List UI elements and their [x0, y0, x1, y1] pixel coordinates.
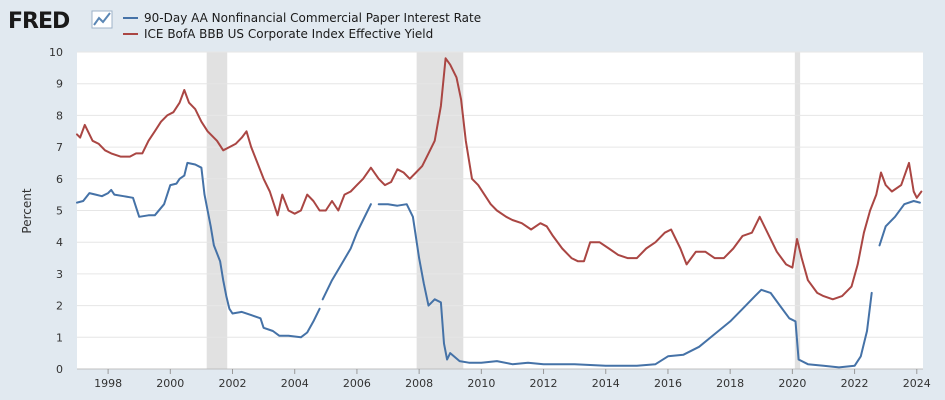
series-layer	[76, 57, 923, 369]
x-tick-label: 2000	[156, 377, 184, 390]
y-tick-label: 9	[56, 78, 63, 91]
x-tick-label: 2002	[219, 377, 247, 390]
x-tick-label: 2010	[467, 377, 495, 390]
x-tick-label: 2018	[716, 377, 744, 390]
y-tick-label: 1	[56, 331, 63, 344]
y-axis-ticks: 0 1 2 3 4 5 6 7 8 9 10	[49, 46, 63, 376]
x-tick-label: 2012	[530, 377, 558, 390]
y-tick-label: 0	[56, 363, 63, 376]
x-axis-ticks: 1998 2000 2002 2004 2006 2008 2010 2012 2014 2016…	[94, 369, 931, 390]
fred-logo-text: FRED	[8, 9, 70, 34]
y-tick-label: 7	[56, 141, 63, 154]
y-axis-label: Percent	[20, 188, 34, 233]
y-tick-label: 6	[56, 173, 63, 186]
x-tick-label: 2014	[592, 377, 620, 390]
series-1[interactable]	[76, 57, 923, 301]
gridlines	[77, 51, 923, 370]
y-tick-label: 4	[56, 236, 63, 249]
y-tick-label: 2	[56, 300, 63, 313]
fred-logo[interactable]: FRED	[8, 9, 113, 34]
legend-item-commercial-paper[interactable]: 90-Day AA Nonfinancial Commercial Paper …	[123, 11, 481, 25]
x-tick-label: 2004	[281, 377, 309, 390]
series-0[interactable]	[76, 161, 921, 369]
x-tick-label: 1998	[94, 377, 122, 390]
plot-area	[76, 51, 923, 370]
series-1-line-segment-0	[76, 57, 923, 301]
x-tick-label: 2022	[841, 377, 869, 390]
x-tick-label: 2016	[654, 377, 682, 390]
y-tick-label: 3	[56, 268, 63, 281]
y-tick-label: 10	[49, 46, 63, 59]
series-0-line-segment-1	[321, 203, 372, 301]
legend-label-commercial-paper: 90-Day AA Nonfinancial Commercial Paper …	[144, 11, 481, 25]
series-0-line-segment-0	[76, 161, 321, 339]
legend-label-bbb-yield: ICE BofA BBB US Corporate Index Effectiv…	[144, 27, 433, 41]
y-tick-label: 5	[56, 205, 63, 218]
x-tick-label: 2008	[405, 377, 433, 390]
x-tick-label: 2006	[343, 377, 371, 390]
x-tick-label: 2024	[903, 377, 931, 390]
fred-logo-icon	[91, 10, 113, 29]
series-0-line-segment-2	[377, 203, 873, 369]
series-0-line-segment-3	[878, 200, 921, 247]
legend-item-bbb-yield[interactable]: ICE BofA BBB US Corporate Index Effectiv…	[123, 27, 433, 41]
y-tick-label: 8	[56, 109, 63, 122]
legend: 90-Day AA Nonfinancial Commercial Paper …	[123, 11, 481, 41]
x-tick-label: 2020	[778, 377, 806, 390]
